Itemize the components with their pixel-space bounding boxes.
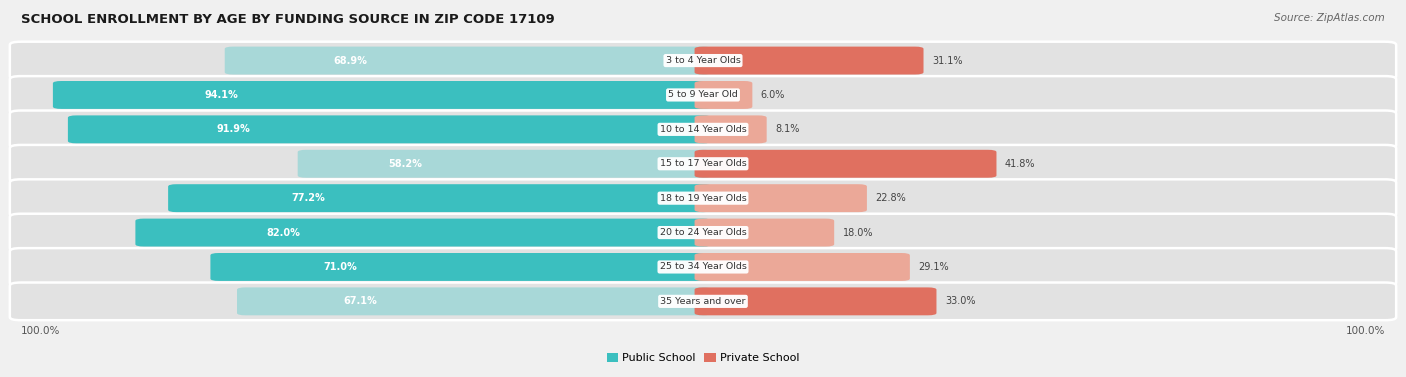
Text: 100.0%: 100.0% — [21, 326, 60, 336]
Text: 41.8%: 41.8% — [1005, 159, 1035, 169]
FancyBboxPatch shape — [695, 81, 752, 109]
Text: 68.9%: 68.9% — [333, 55, 367, 66]
Text: 33.0%: 33.0% — [945, 296, 976, 307]
Text: 58.2%: 58.2% — [388, 159, 422, 169]
Text: 10 to 14 Year Olds: 10 to 14 Year Olds — [659, 125, 747, 134]
Text: 22.8%: 22.8% — [876, 193, 905, 203]
Text: 29.1%: 29.1% — [918, 262, 949, 272]
FancyBboxPatch shape — [10, 145, 1396, 182]
Text: Source: ZipAtlas.com: Source: ZipAtlas.com — [1274, 13, 1385, 23]
FancyBboxPatch shape — [10, 248, 1396, 286]
FancyBboxPatch shape — [169, 184, 711, 212]
FancyBboxPatch shape — [10, 76, 1396, 114]
Text: 35 Years and over: 35 Years and over — [661, 297, 745, 306]
Text: 100.0%: 100.0% — [1346, 326, 1385, 336]
Text: 6.0%: 6.0% — [761, 90, 785, 100]
Legend: Public School, Private School: Public School, Private School — [602, 348, 804, 368]
FancyBboxPatch shape — [10, 214, 1396, 251]
Text: 5 to 9 Year Old: 5 to 9 Year Old — [668, 90, 738, 100]
Text: 18 to 19 Year Olds: 18 to 19 Year Olds — [659, 194, 747, 203]
FancyBboxPatch shape — [10, 282, 1396, 320]
FancyBboxPatch shape — [695, 184, 868, 212]
FancyBboxPatch shape — [695, 150, 997, 178]
Text: 94.1%: 94.1% — [205, 90, 239, 100]
Text: 71.0%: 71.0% — [323, 262, 357, 272]
FancyBboxPatch shape — [695, 253, 910, 281]
Text: 18.0%: 18.0% — [842, 228, 873, 238]
Text: 20 to 24 Year Olds: 20 to 24 Year Olds — [659, 228, 747, 237]
FancyBboxPatch shape — [298, 150, 711, 178]
FancyBboxPatch shape — [53, 81, 711, 109]
FancyBboxPatch shape — [695, 47, 924, 75]
Text: 25 to 34 Year Olds: 25 to 34 Year Olds — [659, 262, 747, 271]
Text: SCHOOL ENROLLMENT BY AGE BY FUNDING SOURCE IN ZIP CODE 17109: SCHOOL ENROLLMENT BY AGE BY FUNDING SOUR… — [21, 13, 555, 26]
Text: 82.0%: 82.0% — [267, 228, 301, 238]
FancyBboxPatch shape — [695, 287, 936, 315]
FancyBboxPatch shape — [10, 110, 1396, 148]
Text: 91.9%: 91.9% — [217, 124, 250, 134]
Text: 15 to 17 Year Olds: 15 to 17 Year Olds — [659, 159, 747, 168]
FancyBboxPatch shape — [225, 47, 711, 75]
FancyBboxPatch shape — [67, 115, 711, 143]
Text: 8.1%: 8.1% — [775, 124, 800, 134]
Text: 31.1%: 31.1% — [932, 55, 963, 66]
Text: 67.1%: 67.1% — [343, 296, 377, 307]
FancyBboxPatch shape — [695, 115, 766, 143]
FancyBboxPatch shape — [135, 219, 711, 247]
FancyBboxPatch shape — [238, 287, 711, 315]
Text: 77.2%: 77.2% — [291, 193, 325, 203]
FancyBboxPatch shape — [695, 219, 834, 247]
Text: 3 to 4 Year Olds: 3 to 4 Year Olds — [665, 56, 741, 65]
FancyBboxPatch shape — [10, 179, 1396, 217]
FancyBboxPatch shape — [10, 42, 1396, 80]
FancyBboxPatch shape — [211, 253, 711, 281]
